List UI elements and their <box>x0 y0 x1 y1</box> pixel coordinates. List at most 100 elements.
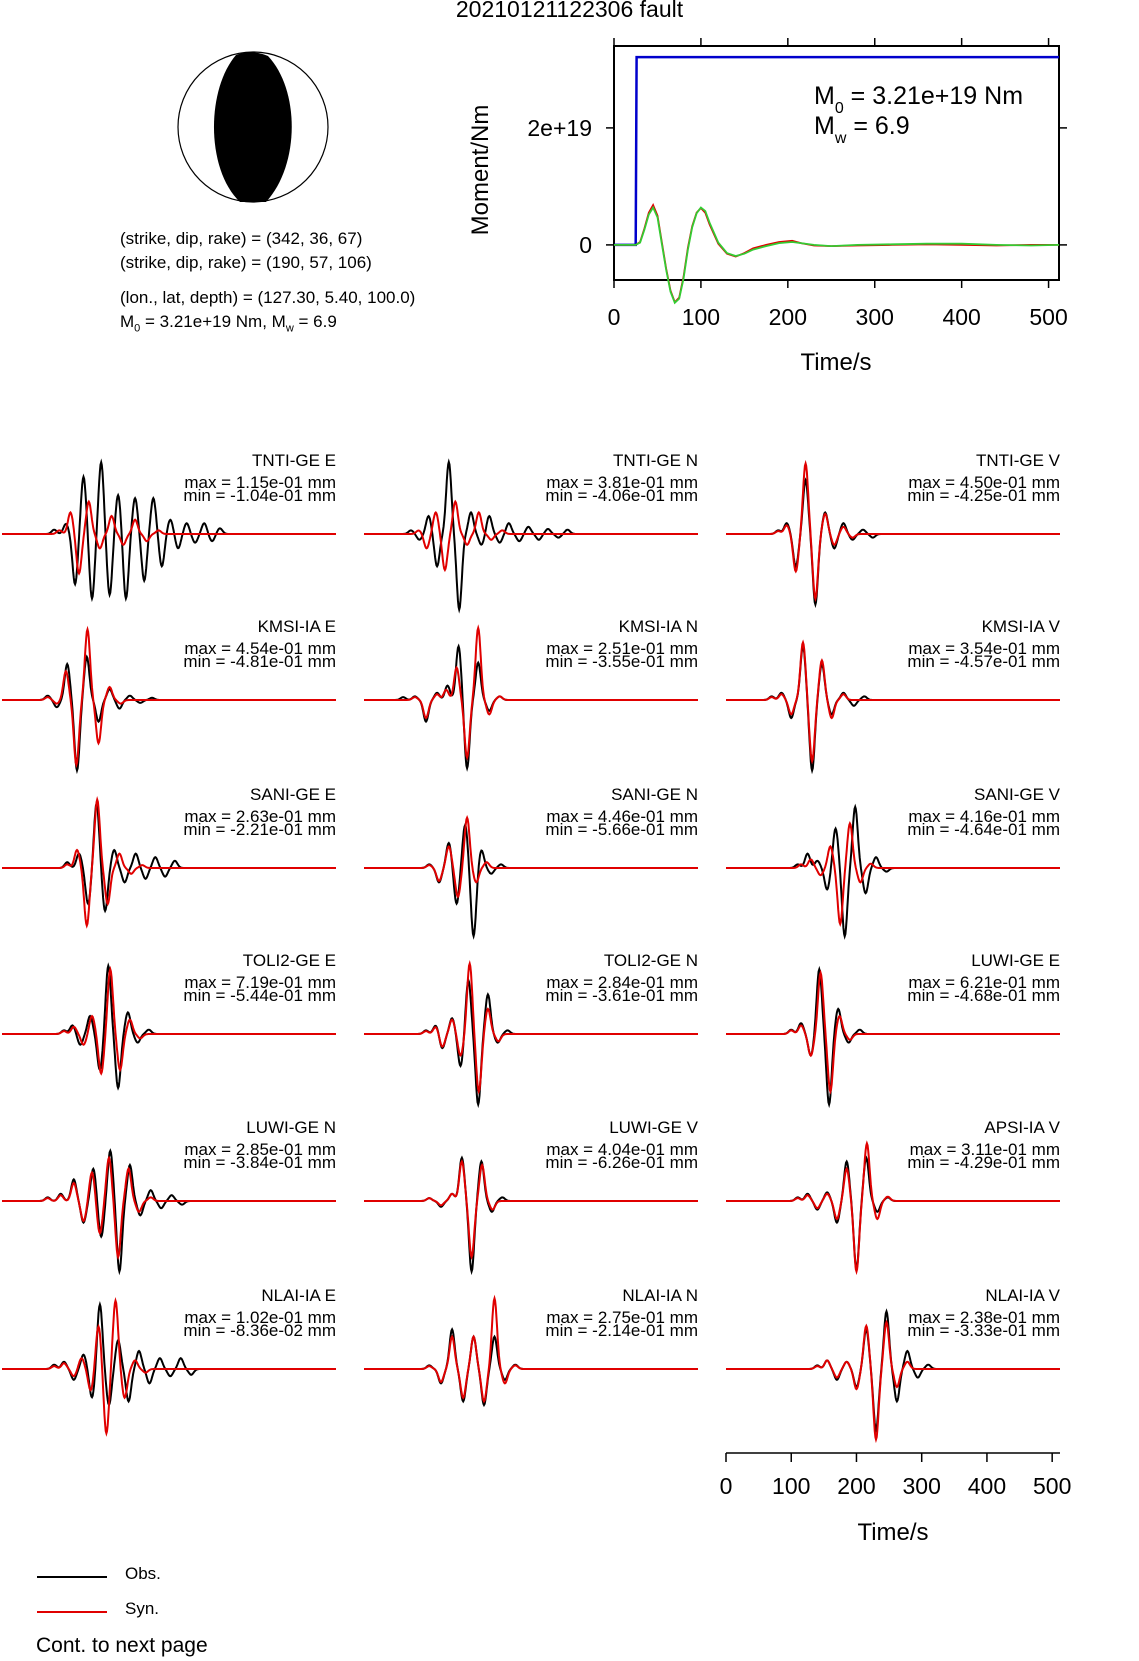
waveform-obs-trace <box>726 1155 1060 1274</box>
moment-plot-frame <box>613 45 1060 281</box>
waveform-station-label: TNTI-GE N <box>613 451 698 470</box>
beachball-compression-quadrant <box>213 55 292 202</box>
continuation-note: Cont. to next page <box>36 1634 208 1657</box>
waveform-syn-trace <box>726 820 1060 928</box>
moment-x-axis-label: Time/s <box>800 349 871 376</box>
waveform-syn-trace <box>364 624 698 761</box>
moment-x-tick-label-1: 100 <box>682 304 720 330</box>
moment-x-tick-label-5: 500 <box>1029 304 1067 330</box>
waveform-x-tick-label-5: 500 <box>1033 1473 1071 1499</box>
waveform-station-label: TNTI-GE V <box>976 451 1061 470</box>
waveform-max-label: max = 3.54e-01 mm <box>908 639 1060 658</box>
beachball-top-cap <box>236 52 268 58</box>
waveform-syn-trace <box>364 1294 698 1404</box>
waveform-syn-trace <box>2 625 336 769</box>
waveform-max-label: max = 3.81e-01 mm <box>546 473 698 492</box>
moment-rate-chart: 0 100 200 300 400 500 0 2e+19 Time/s Moment/Nm M0 … <box>467 38 1068 376</box>
waveform-min-label: min = -3.55e-01 mm <box>545 652 698 671</box>
moment-x-tick-label-0: 0 <box>608 304 621 330</box>
waveform-x-tick-label-4: 400 <box>968 1473 1006 1499</box>
waveform-syn-trace <box>364 814 698 899</box>
waveform-max-label: max = 4.46e-01 mm <box>546 807 698 826</box>
waveform-max-label: max = 6.21e-01 mm <box>908 973 1060 992</box>
waveform-syn-trace <box>2 1155 336 1261</box>
waveform-min-label: min = -4.06e-01 mm <box>545 486 698 505</box>
waveform-x-tick-label-0: 0 <box>720 1473 733 1499</box>
waveform-station-label: KMSI-IA N <box>619 617 698 636</box>
legend-obs-line <box>37 1576 107 1578</box>
waveform-station-label: LUWI-GE N <box>246 1118 336 1137</box>
waveform-min-label: min = -5.44e-01 mm <box>183 986 336 1005</box>
waveform-obs-trace <box>364 1155 698 1276</box>
waveform-x-tick-label-1: 100 <box>772 1473 810 1499</box>
waveform-min-label: min = -6.26e-01 mm <box>545 1153 698 1172</box>
waveform-max-label: max = 1.02e-01 mm <box>184 1308 336 1327</box>
page-title: 20210121122306 fault <box>455 0 684 22</box>
waveform-station-label: NLAI-IA V <box>985 1286 1060 1305</box>
waveform-min-label: min = -5.66e-01 mm <box>545 820 698 839</box>
mechanism-plane-1: (strike, dip, rake) = (342, 36, 67) <box>120 229 363 248</box>
waveform-min-label: min = -4.57e-01 mm <box>907 652 1060 671</box>
moment-y-tick-label-0: 0 <box>579 232 592 258</box>
waveform-station-label: SANI-GE N <box>611 785 698 804</box>
moment-y-tick-label-1: 2e+19 <box>527 115 592 141</box>
waveform-station-label: TNTI-GE E <box>252 451 336 470</box>
moment-annotation-m0: M0 = 3.21e+19 Nm <box>814 82 1023 117</box>
waveform-station-label: LUWI-GE E <box>971 951 1060 970</box>
waveform-syn-trace <box>726 639 1060 765</box>
waveform-max-label: max = 7.19e-01 mm <box>184 973 336 992</box>
waveform-syn-trace <box>2 965 336 1076</box>
waveform-syn-trace <box>2 796 336 929</box>
waveform-min-label: min = -2.14e-01 mm <box>545 1321 698 1340</box>
waveform-station-label: APSI-IA V <box>984 1118 1060 1137</box>
waveform-time-axis: 0 100 200 300 400 500 Time/s <box>720 1452 1071 1546</box>
waveform-min-label: min = -3.33e-01 mm <box>907 1321 1060 1340</box>
waveform-obs-trace <box>2 654 336 775</box>
waveform-station-label: TOLI2-GE E <box>243 951 336 970</box>
waveform-station-label: NLAI-IA N <box>622 1286 698 1305</box>
waveform-min-label: min = -4.68e-01 mm <box>907 986 1060 1005</box>
waveform-min-label: min = -4.81e-01 mm <box>183 652 336 671</box>
waveform-x-tick-label-3: 300 <box>903 1473 941 1499</box>
waveform-syn-trace <box>726 1140 1060 1276</box>
waveform-syn-trace <box>726 969 1060 1095</box>
moment-series-2 <box>614 205 1060 305</box>
waveform-max-label: max = 4.04e-01 mm <box>546 1140 698 1159</box>
focal-mechanism-beachball <box>177 51 329 203</box>
mechanism-plane-2: (strike, dip, rake) = (190, 57, 106) <box>120 253 372 272</box>
waveform-station-label: KMSI-IA E <box>258 617 336 636</box>
waveform-syn-trace <box>726 459 1060 603</box>
waveform-max-label: max = 2.84e-01 mm <box>546 973 698 992</box>
waveform-min-label: min = -3.84e-01 mm <box>183 1153 336 1172</box>
waveform-station-label: SANI-GE V <box>974 785 1061 804</box>
legend-syn-label: Syn. <box>125 1599 160 1618</box>
legend-obs-label: Obs. <box>125 1564 161 1583</box>
waveform-max-label: max = 2.63e-01 mm <box>184 807 336 826</box>
source-moment: M0 = 3.21e+19 Nm, Mw = 6.9 <box>120 312 337 335</box>
waveform-max-label: max = 2.75e-01 mm <box>546 1308 698 1327</box>
moment-x-tick-label-4: 400 <box>942 304 980 330</box>
waveform-min-label: min = -4.29e-01 mm <box>907 1153 1060 1172</box>
waveform-station-label: KMSI-IA V <box>982 617 1061 636</box>
waveform-station-label: NLAI-IA E <box>261 1286 336 1305</box>
waveform-station-label: SANI-GE E <box>250 785 336 804</box>
waveform-min-label: min = -2.21e-01 mm <box>183 820 336 839</box>
waveform-obs-trace <box>364 822 698 940</box>
waveform-x-tick-label-2: 200 <box>837 1473 875 1499</box>
waveform-min-label: min = -4.64e-01 mm <box>907 820 1060 839</box>
moment-y-axis-label: Moment/Nm <box>467 105 494 236</box>
